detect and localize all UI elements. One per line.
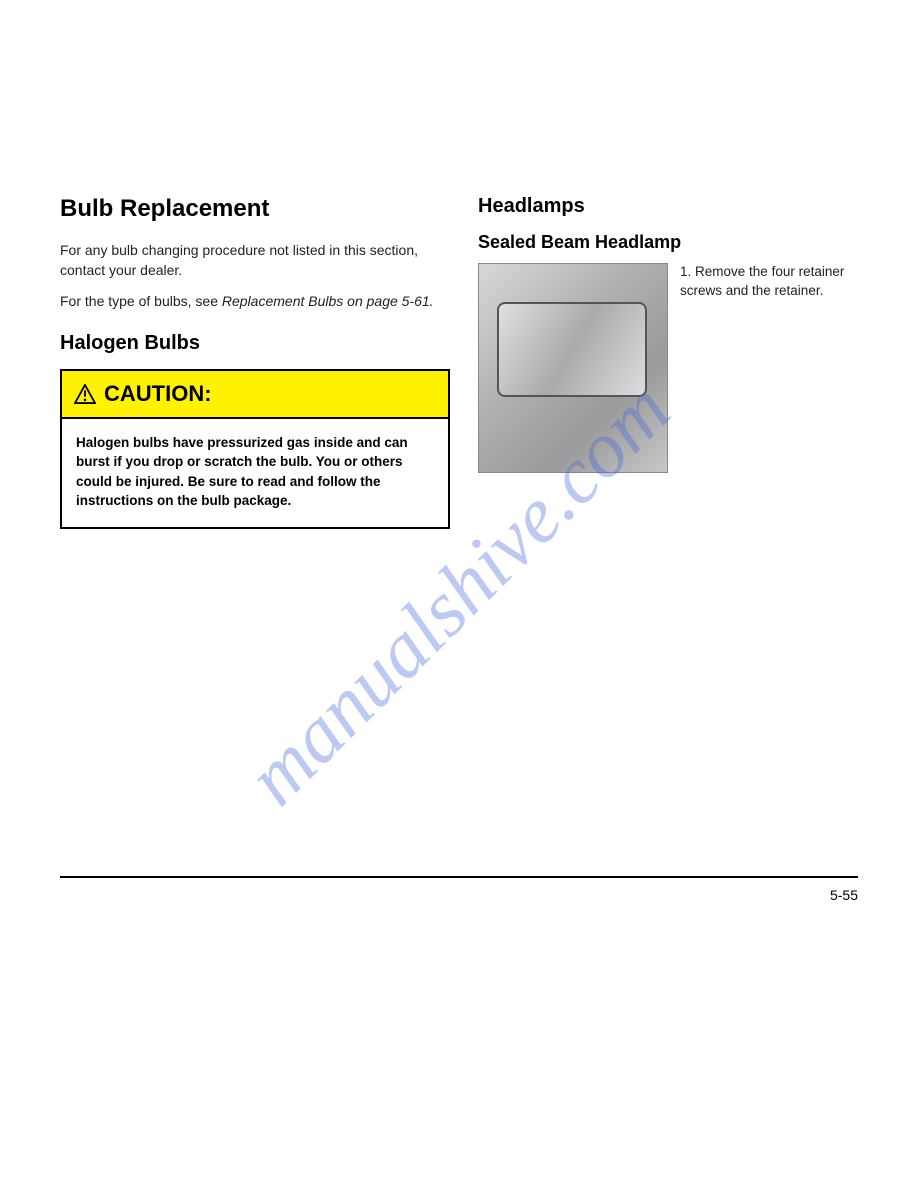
caution-label: CAUTION: [104,381,212,407]
headlamps-heading: Headlamps [478,195,858,218]
left-column: Bulb Replacement For any bulb changing p… [60,195,460,529]
right-column: Headlamps Sealed Beam Headlamp 1. Remove… [478,195,858,473]
caution-box: CAUTION: Halogen bulbs have pressurized … [60,369,450,529]
step-1: 1. Remove the four retainer screws and t… [680,263,858,301]
caution-header: CAUTION: [62,371,448,419]
step-1-text: Remove the four retainer screws and the … [680,264,844,298]
warning-triangle-icon [74,384,96,404]
sealed-beam-heading: Sealed Beam Headlamp [478,232,858,253]
headlamp-section: 1. Remove the four retainer screws and t… [478,263,858,473]
intro-paragraph-2: For the type of bulbs, see Replacement B… [60,292,460,312]
halogen-bulbs-heading: Halogen Bulbs [60,332,460,355]
para2-italic-reference: Replacement Bulbs on page 5-61. [222,293,434,309]
caution-text: Halogen bulbs have pressurized gas insid… [76,433,434,511]
footer-divider [60,876,858,878]
headlamp-photo [478,263,668,473]
page-content: Bulb Replacement For any bulb changing p… [60,195,858,1188]
intro-paragraph-1: For any bulb changing procedure not list… [60,241,460,280]
para2-text: For the type of bulbs, see [60,293,222,309]
bulb-replacement-heading: Bulb Replacement [60,195,460,223]
caution-body: Halogen bulbs have pressurized gas insid… [62,419,448,527]
step-1-number: 1. [680,264,691,279]
page-number: 5-55 [830,887,858,903]
headlamp-lens [497,302,647,397]
